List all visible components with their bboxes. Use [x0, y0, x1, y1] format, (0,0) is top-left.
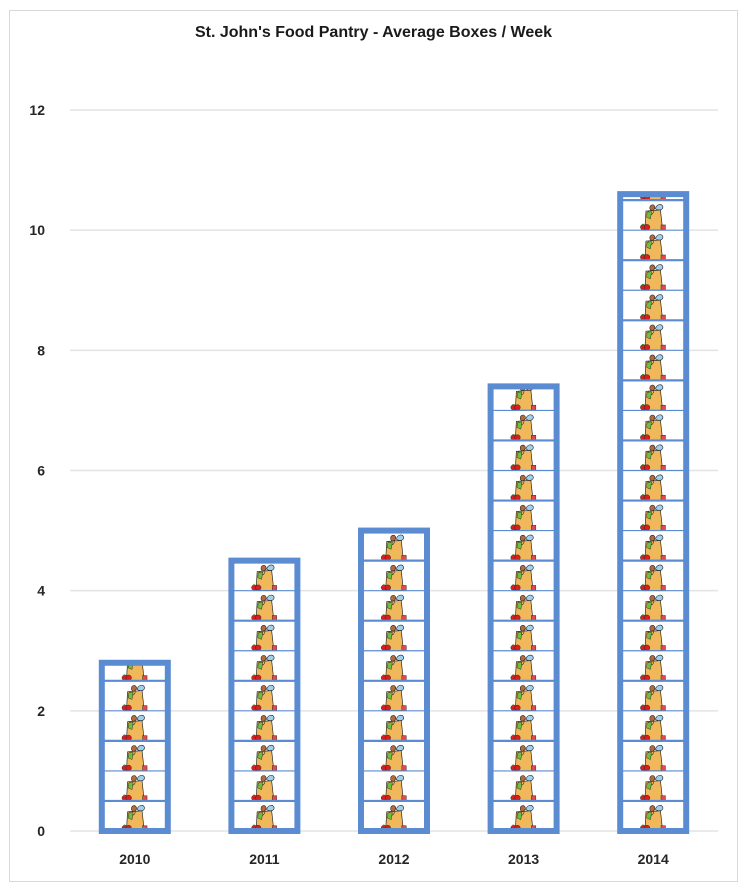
y-tick-label: 8: [37, 342, 45, 358]
grocery-bag-icon-stack: [101, 662, 168, 831]
x-tick-label-2013: 2013: [508, 851, 539, 867]
bar-2014: [617, 191, 690, 835]
bar-outline: [487, 383, 560, 834]
y-tick-label: 0: [37, 823, 45, 839]
grocery-bag-icon-stack: [231, 564, 298, 831]
x-tick-label-2010: 2010: [119, 851, 150, 867]
bar-2012: [358, 527, 430, 834]
y-tick-label: 10: [29, 222, 45, 238]
chart-title: St. John's Food Pantry - Average Boxes /…: [194, 24, 553, 41]
x-tick-label-2011: 2011: [249, 851, 280, 867]
y-tick-label: 4: [37, 583, 45, 599]
grocery-bag-icon-stack: [490, 386, 557, 831]
bar-2013: [487, 383, 560, 834]
bar-2011: [228, 557, 301, 834]
bar-2010: [98, 659, 171, 834]
bar-outline: [98, 659, 171, 834]
x-tick-label-2014: 2014: [638, 851, 669, 867]
y-tick-label: 2: [37, 703, 45, 719]
bar-outline: [228, 557, 301, 834]
y-tick-label: 12: [29, 102, 45, 118]
bar-outline: [617, 191, 690, 835]
grocery-bag-icon-stack: [361, 534, 427, 831]
bar-outline: [358, 527, 430, 834]
x-tick-label-2012: 2012: [378, 851, 409, 867]
y-tick-label: 6: [37, 463, 45, 479]
